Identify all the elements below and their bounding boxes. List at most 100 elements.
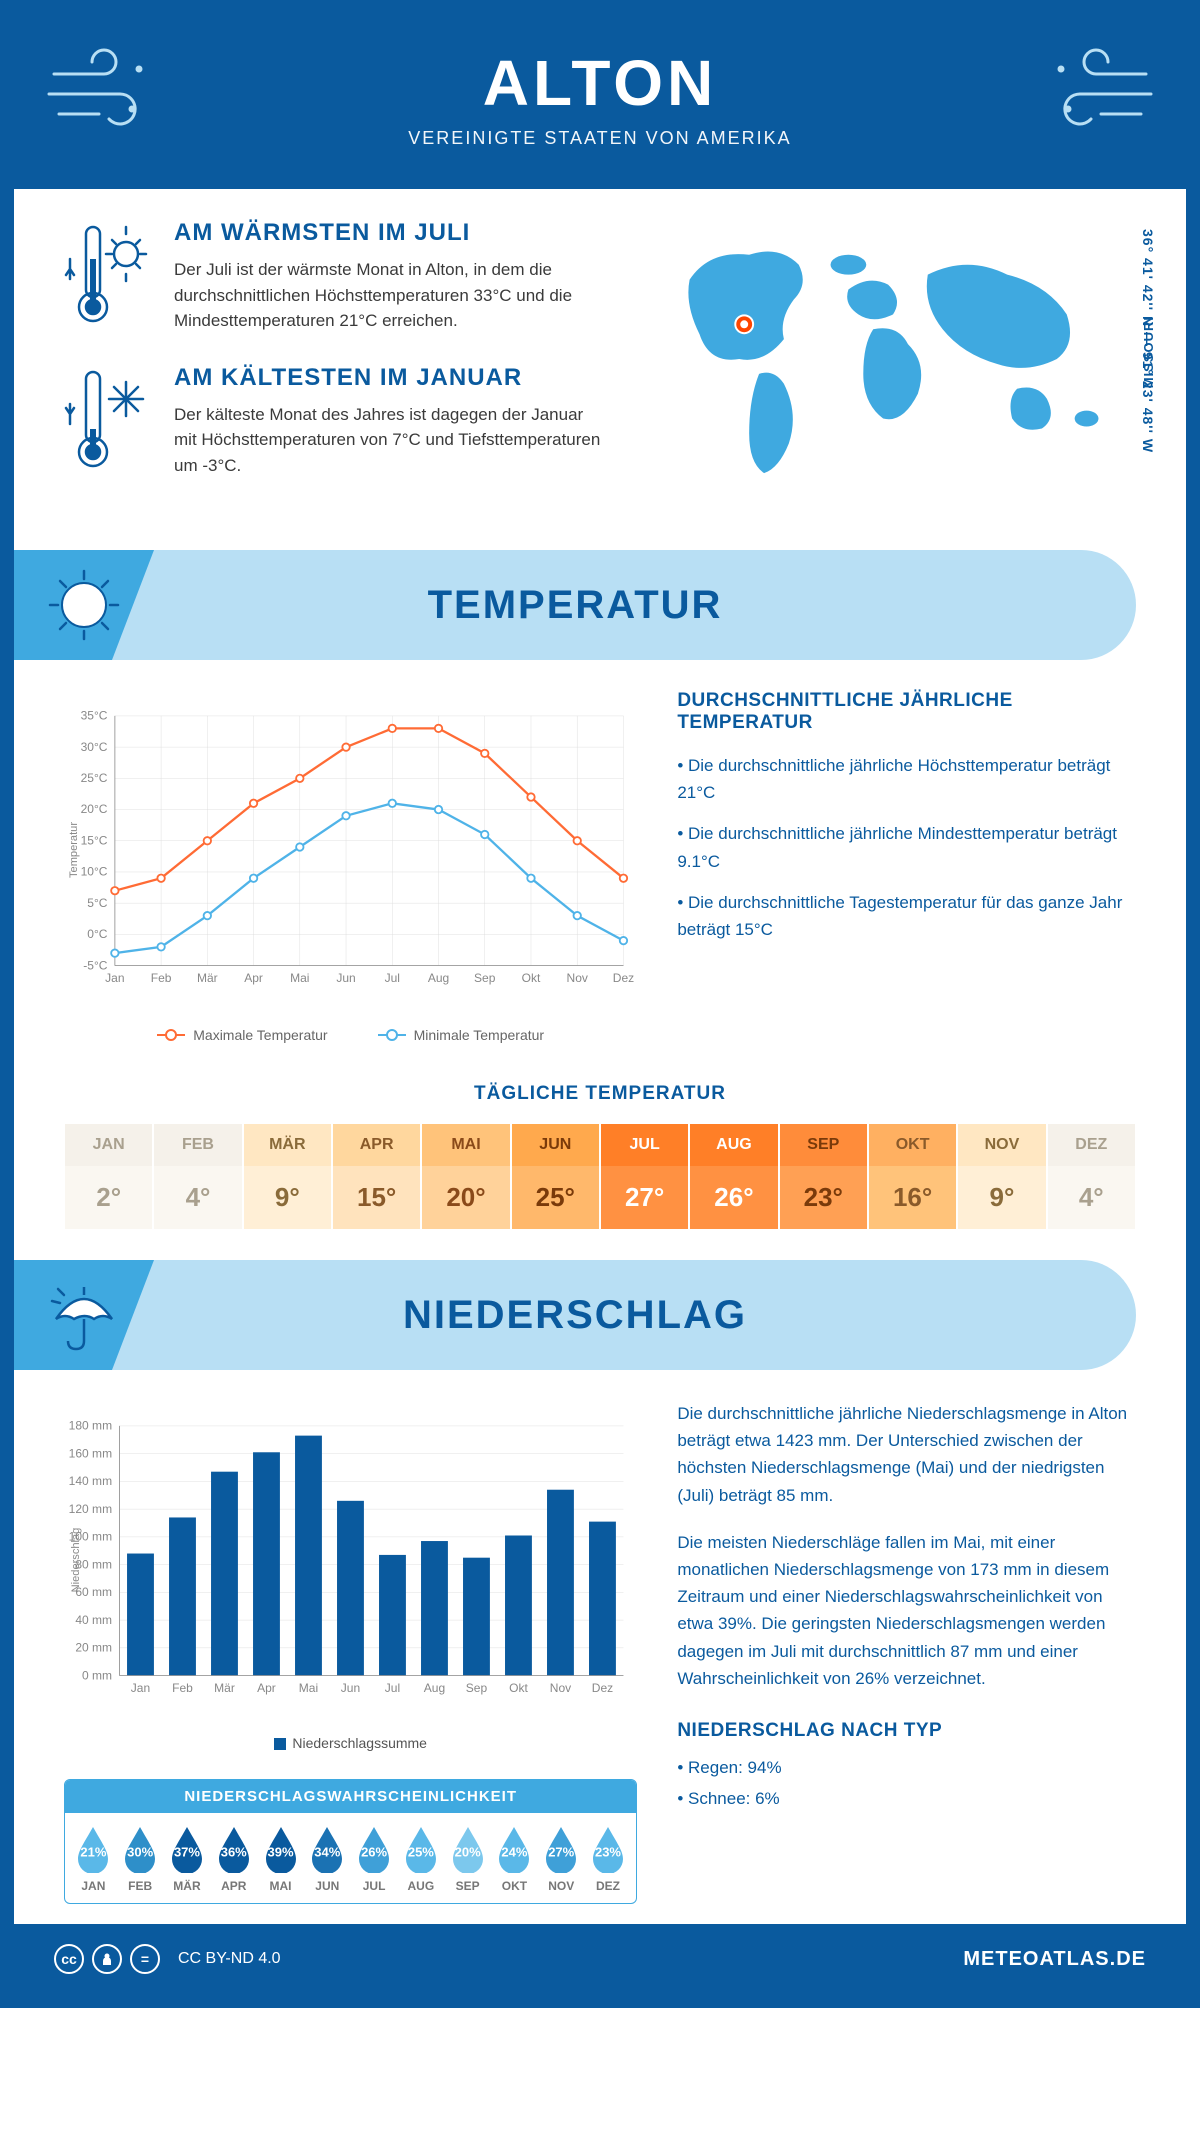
coldest-text: Der kälteste Monat des Jahres ist dagege… [174,402,610,479]
precipitation-banner: NIEDERSCHLAG [14,1260,1136,1370]
svg-text:Okt: Okt [509,1681,528,1695]
daily-cell: OKT 16° [868,1123,957,1230]
svg-text:0°C: 0°C [87,927,107,941]
svg-text:Okt: Okt [522,971,541,985]
license-badge: cc = CC BY-ND 4.0 [54,1944,281,1974]
precipitation-probability-box: NIEDERSCHLAGSWAHRSCHEINLICHKEIT 21% JAN … [64,1779,637,1904]
probability-cell: 39% MAI [258,1825,303,1893]
brand-label: METEOATLAS.DE [963,1948,1146,1971]
daily-cell: AUG 26° [689,1123,778,1230]
svg-text:Mär: Mär [197,971,218,985]
svg-text:Jun: Jun [336,971,355,985]
precipitation-bar-chart: 0 mm20 mm40 mm60 mm80 mm100 mm120 mm140 … [64,1400,637,1751]
svg-text:140 mm: 140 mm [69,1474,112,1488]
svg-text:Mai: Mai [299,1681,318,1695]
probability-cell: 37% MÄR [165,1825,210,1893]
probability-cell: 36% APR [211,1825,256,1893]
thermometer-hot-icon [64,219,154,329]
svg-text:Temperatur: Temperatur [68,822,80,878]
svg-text:Feb: Feb [172,1681,193,1695]
raindrop-icon: 27% [542,1825,580,1873]
temperature-summary: DURCHSCHNITTLICHE JÄHRLICHE TEMPERATUR •… [677,690,1136,1043]
svg-text:Mär: Mär [214,1681,235,1695]
daily-cell: MAI 20° [421,1123,510,1230]
svg-text:Jul: Jul [385,971,400,985]
svg-text:-5°C: -5°C [83,958,107,972]
legend-min: .legend-item:nth-child(2) .legend-sw::be… [378,1027,544,1043]
umbrella-icon [14,1260,154,1370]
raindrop-icon: 24% [495,1825,533,1873]
probability-cell: 20% SEP [445,1825,490,1893]
wind-icon [44,44,164,134]
daily-cell: SEP 23° [779,1123,868,1230]
coldest-title: AM KÄLTESTEN IM JANUAR [174,364,610,392]
daily-temp-heading: TÄGLICHE TEMPERATUR [14,1083,1186,1105]
svg-text:Aug: Aug [424,1681,445,1695]
svg-text:Nov: Nov [550,1681,571,1695]
infographic-frame: ALTON VEREINIGTE STAATEN VON AMERIKA [0,0,1200,2008]
svg-text:Apr: Apr [244,971,263,985]
cc-icon: cc [54,1944,84,1974]
svg-text:180 mm: 180 mm [69,1419,112,1433]
footer: cc = CC BY-ND 4.0 METEOATLAS.DE [14,1924,1186,1994]
probability-cell: 27% NOV [539,1825,584,1893]
svg-text:Jul: Jul [385,1681,400,1695]
raindrop-icon: 34% [308,1825,346,1873]
warmest-fact: AM WÄRMSTEN IM JULI Der Juli ist der wär… [64,219,610,334]
warmest-title: AM WÄRMSTEN IM JULI [174,219,610,247]
svg-text:Apr: Apr [257,1681,276,1695]
daily-cell: NOV 9° [957,1123,1046,1230]
sun-icon [14,550,154,660]
daily-cell: JAN 2° [64,1123,153,1230]
world-map: 36° 41' 42'' N — 91° 23' 48'' W MISSOURI [640,219,1136,508]
svg-text:20°C: 20°C [81,802,108,816]
header: ALTON VEREINIGTE STAATEN VON AMERIKA [14,14,1186,189]
daily-cell: JUN 25° [511,1123,600,1230]
temperature-heading: TEMPERATUR [428,583,723,628]
probability-cell: 23% DEZ [586,1825,631,1893]
by-icon [92,1944,122,1974]
svg-text:Feb: Feb [151,971,172,985]
coldest-fact: AM KÄLTESTEN IM JANUAR Der kälteste Mona… [64,364,610,479]
temperature-banner: TEMPERATUR [14,550,1136,660]
state-label: MISSOURI [1141,316,1156,388]
raindrop-icon: 21% [74,1825,112,1873]
probability-cell: 24% OKT [492,1825,537,1893]
raindrop-icon: 20% [449,1825,487,1873]
temperature-line-chart: -5°C0°C5°C10°C15°C20°C25°C30°C35°CJanFeb… [64,690,637,1043]
svg-text:20 mm: 20 mm [75,1641,112,1655]
daily-cell: APR 15° [332,1123,421,1230]
svg-text:Nov: Nov [567,971,588,985]
daily-temp-table: JAN 2°FEB 4°MÄR 9°APR 15°MAI 20°JUN 25°J… [64,1123,1136,1230]
precipitation-heading: NIEDERSCHLAG [403,1293,747,1338]
svg-text:120 mm: 120 mm [69,1502,112,1516]
raindrop-icon: 30% [121,1825,159,1873]
svg-text:160 mm: 160 mm [69,1446,112,1460]
svg-text:25°C: 25°C [81,771,108,785]
page-subtitle: VEREINIGTE STAATEN VON AMERIKA [34,128,1166,149]
page-title: ALTON [34,46,1166,120]
probability-cell: 34% JUN [305,1825,350,1893]
svg-text:Jun: Jun [341,1681,360,1695]
svg-text:Mai: Mai [290,971,309,985]
raindrop-icon: 25% [402,1825,440,1873]
intro-section: AM WÄRMSTEN IM JULI Der Juli ist der wär… [14,189,1186,538]
wind-icon [1036,44,1156,134]
daily-cell: FEB 4° [153,1123,242,1230]
raindrop-icon: 36% [215,1825,253,1873]
svg-text:Niederschlag: Niederschlag [70,1528,82,1593]
svg-text:10°C: 10°C [81,865,108,879]
probability-cell: 26% JUL [352,1825,397,1893]
svg-text:15°C: 15°C [81,833,108,847]
thermometer-cold-icon [64,364,154,474]
svg-text:0 mm: 0 mm [82,1668,112,1682]
daily-cell: MÄR 9° [243,1123,332,1230]
probability-cell: 25% AUG [398,1825,443,1893]
probability-cell: 21% JAN [71,1825,116,1893]
probability-cell: 30% FEB [118,1825,163,1893]
svg-text:35°C: 35°C [81,709,108,723]
svg-text:Dez: Dez [613,971,634,985]
daily-cell: JUL 27° [600,1123,689,1230]
svg-text:Sep: Sep [474,971,496,985]
precipitation-summary: Die durchschnittliche jährliche Niedersc… [677,1400,1136,1904]
